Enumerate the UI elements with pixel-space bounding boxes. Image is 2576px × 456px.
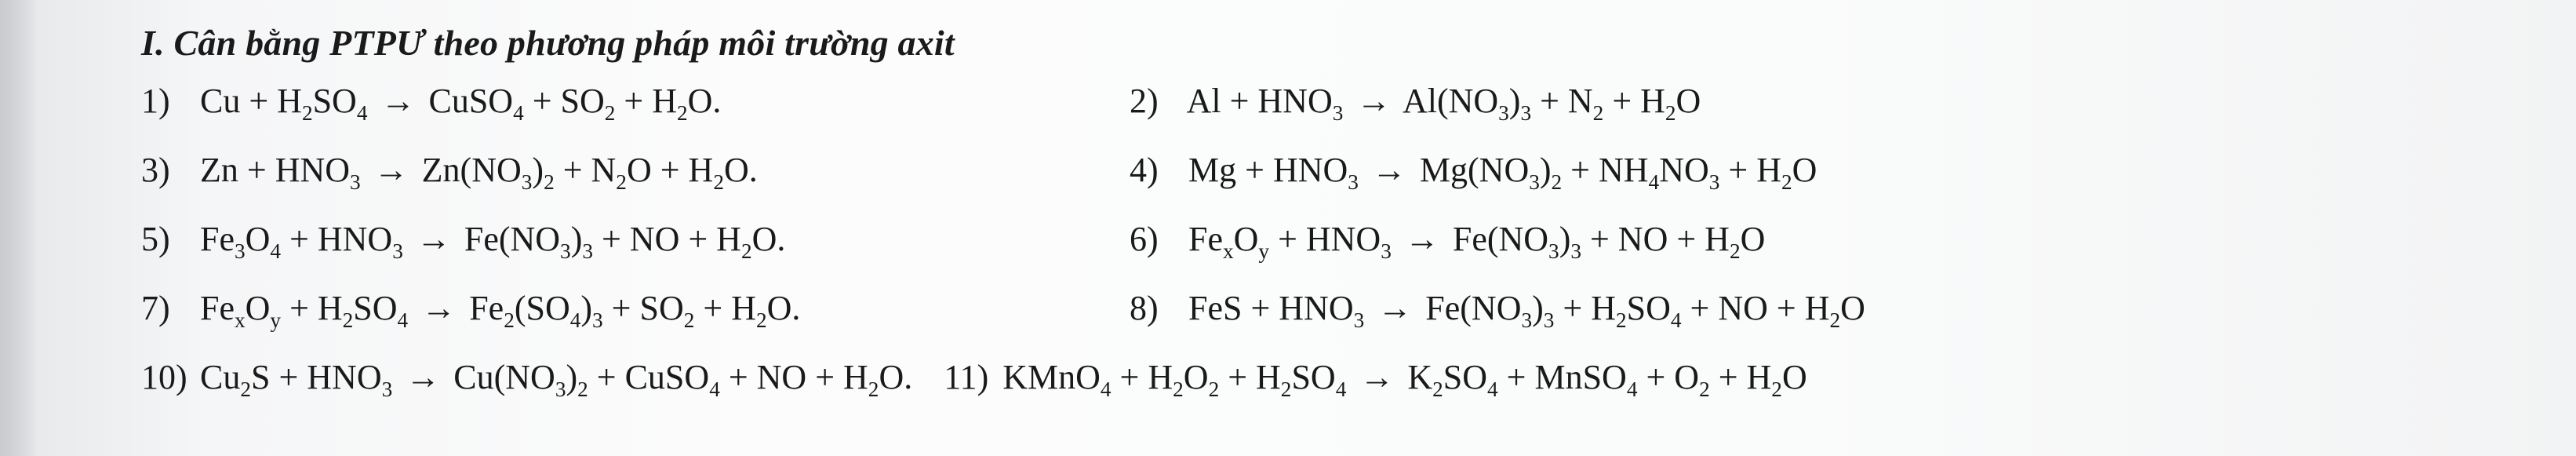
equation-cell: 10) Cu2S + HNO3 → Cu(NO3)2 + CuSO4 + NO … xyxy=(141,360,912,395)
arrow-icon: → xyxy=(1355,360,1399,395)
arrow-icon: → xyxy=(376,84,420,119)
equation-lhs: Mg + HNO3 xyxy=(1188,151,1359,189)
equation-row: 1) Cu + H2SO4 → CuSO4 + SO2 + H2O. 2) Al… xyxy=(141,84,2576,119)
equation-number: 7) xyxy=(141,291,191,326)
equation-rhs: K2SO4 + MnSO4 + O2 + H2O xyxy=(1407,358,1806,396)
equation-cell: 1) Cu + H2SO4 → CuSO4 + SO2 + H2O. xyxy=(141,84,1130,119)
equation-lhs: Cu2S + HNO3 xyxy=(200,358,392,396)
section-heading: I. Cân bằng PTPƯ theo phương pháp môi tr… xyxy=(141,22,2576,64)
arrow-icon: → xyxy=(412,222,456,257)
arrow-icon: → xyxy=(417,291,460,326)
equation-number: 2) xyxy=(1130,84,1180,119)
equation-number: 10) xyxy=(141,360,191,395)
equation-number: 5) xyxy=(141,222,191,257)
equation-row: 3) Zn + HNO3 → Zn(NO3)2 + N2O + H2O. 4) … xyxy=(141,153,2576,188)
equation-rhs: Zn(NO3)2 + N2O + H2O. xyxy=(422,151,758,189)
arrow-icon: → xyxy=(401,360,445,395)
equation-cell: 7) FexOy + H2SO4 → Fe2(SO4)3 + SO2 + H2O… xyxy=(141,291,1130,326)
equation-cell: 5) Fe3O4 + HNO3 → Fe(NO3)3 + NO + H2O. xyxy=(141,222,1130,257)
equation-lhs: Fe3O4 + HNO3 xyxy=(200,220,403,258)
equation-cell: 2) Al + HNO3 → Al(NO3)3 + N2 + H2O xyxy=(1130,84,1701,119)
equation-lhs: FexOy + H2SO4 xyxy=(200,289,408,327)
equation-lhs: Al + HNO3 xyxy=(1187,82,1344,120)
equation-rhs: Mg(NO3)2 + NH4NO3 + H2O xyxy=(1420,151,1817,189)
arrow-icon: → xyxy=(369,153,413,188)
page: I. Cân bằng PTPƯ theo phương pháp môi tr… xyxy=(0,0,2576,456)
equation-lhs: KMnO4 + H2O2 + H2SO4 xyxy=(1002,358,1346,396)
equation-number: 1) xyxy=(141,84,191,119)
equation-number: 4) xyxy=(1130,153,1180,188)
equation-rhs: Fe(NO3)3 + H2SO4 + NO + H2O xyxy=(1425,289,1865,327)
arrow-icon: → xyxy=(1352,84,1395,119)
arrow-icon: → xyxy=(1373,291,1417,326)
equation-number: 3) xyxy=(141,153,191,188)
equation-cell: 6) FexOy + HNO3 → Fe(NO3)3 + NO + H2O xyxy=(1130,222,1765,257)
equation-row: 7) FexOy + H2SO4 → Fe2(SO4)3 + SO2 + H2O… xyxy=(141,291,2576,326)
equation-cell: 3) Zn + HNO3 → Zn(NO3)2 + N2O + H2O. xyxy=(141,153,1130,188)
equation-cell: 4) Mg + HNO3 → Mg(NO3)2 + NH4NO3 + H2O xyxy=(1130,153,1817,188)
equation-lhs: FeS + HNO3 xyxy=(1188,289,1364,327)
equation-cell: 8) FeS + HNO3 → Fe(NO3)3 + H2SO4 + NO + … xyxy=(1130,291,1865,326)
equation-lhs: FexOy + HNO3 xyxy=(1188,220,1392,258)
equation-rhs: CuSO4 + SO2 + H2O. xyxy=(428,82,721,120)
equation-number: 8) xyxy=(1130,291,1180,326)
equation-number: 6) xyxy=(1130,222,1180,257)
equation-rhs: Fe(NO3)3 + NO + H2O xyxy=(1453,220,1766,258)
equation-lhs: Zn + HNO3 xyxy=(200,151,361,189)
arrow-icon: → xyxy=(1367,153,1411,188)
equation-cell: 11) KMnO4 + H2O2 + H2SO4 → K2SO4 + MnSO4… xyxy=(944,360,1807,395)
equation-rhs: Al(NO3)3 + N2 + H2O xyxy=(1403,82,1701,120)
arrow-icon: → xyxy=(1400,222,1444,257)
equation-row: 10) Cu2S + HNO3 → Cu(NO3)2 + CuSO4 + NO … xyxy=(141,360,2576,395)
equation-row: 5) Fe3O4 + HNO3 → Fe(NO3)3 + NO + H2O. 6… xyxy=(141,222,2576,257)
equation-rhs: Fe(NO3)3 + NO + H2O. xyxy=(464,220,786,258)
equation-lhs: Cu + H2SO4 xyxy=(200,82,367,120)
equation-rhs: Cu(NO3)2 + CuSO4 + NO + H2O. xyxy=(453,358,912,396)
equation-number: 11) xyxy=(944,360,994,395)
equation-rhs: Fe2(SO4)3 + SO2 + H2O. xyxy=(469,289,800,327)
